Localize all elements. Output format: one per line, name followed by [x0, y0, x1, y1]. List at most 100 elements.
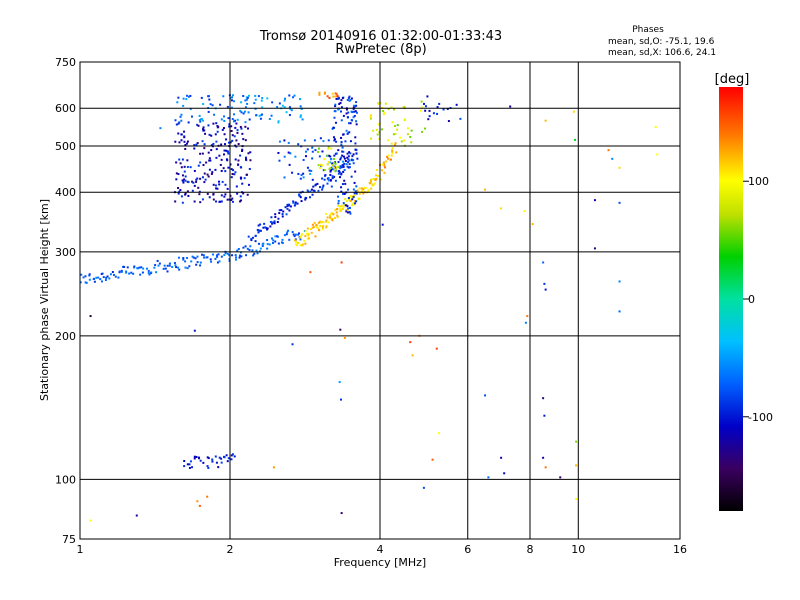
cluster-point — [369, 115, 372, 118]
cluster-point — [321, 150, 324, 153]
trace-point — [329, 216, 332, 219]
trace-point — [351, 203, 354, 206]
trace-point — [82, 276, 85, 279]
trace-point — [311, 223, 314, 226]
trace-point — [168, 262, 171, 265]
cluster-point — [334, 103, 337, 106]
cluster-point — [245, 98, 248, 101]
cluster-point — [242, 112, 245, 115]
cluster-point — [197, 186, 200, 189]
trace-point — [125, 271, 128, 274]
cluster-point — [347, 207, 350, 210]
cluster-point — [234, 126, 237, 129]
scatter-point — [531, 223, 534, 226]
trace-point — [281, 213, 284, 216]
trace-point — [337, 204, 340, 207]
trace-point — [288, 209, 291, 212]
trace-point — [277, 242, 280, 245]
trace-point — [374, 182, 377, 185]
cluster-point — [328, 166, 331, 169]
cluster-point — [341, 183, 344, 186]
trace-point — [249, 245, 252, 248]
cluster-point — [284, 97, 287, 100]
trace-point — [371, 184, 374, 187]
cluster-point — [351, 155, 354, 158]
cluster-point — [391, 121, 394, 124]
cluster-point — [337, 170, 340, 173]
cluster-point — [334, 95, 337, 98]
cluster-point — [400, 140, 403, 143]
trace-point — [309, 190, 312, 193]
trace-point — [391, 149, 394, 152]
trace-point — [331, 175, 334, 178]
cluster-point — [348, 206, 351, 209]
cluster-point — [230, 99, 233, 102]
trace-point — [147, 269, 150, 272]
cluster-point — [346, 99, 349, 102]
trace-point — [355, 152, 358, 155]
cluster-point — [257, 95, 260, 98]
cluster-point — [237, 163, 240, 166]
trace-point — [380, 178, 383, 181]
colorbar — [719, 87, 743, 511]
cluster-point — [240, 127, 243, 130]
trace-point — [158, 262, 161, 265]
trace-point — [240, 255, 243, 258]
cluster-point — [410, 141, 413, 144]
trace-point — [370, 187, 373, 190]
cluster-point — [287, 141, 290, 144]
cluster-point — [340, 119, 343, 122]
cluster-point — [201, 140, 204, 143]
plot-frame — [79, 61, 681, 540]
cluster-point — [301, 118, 304, 121]
cluster-point — [230, 106, 233, 109]
cluster-point — [196, 142, 199, 145]
trace-point — [364, 186, 367, 189]
cluster-point — [288, 163, 291, 166]
trace-point — [140, 266, 143, 269]
scatter-point — [381, 223, 384, 226]
trace-point — [150, 271, 153, 274]
cluster-point — [192, 181, 195, 184]
x-tick-label: 10 — [571, 543, 585, 556]
scatter-point — [487, 476, 490, 479]
cluster-point — [243, 110, 246, 113]
cluster-point — [221, 180, 224, 183]
scatter-point — [509, 105, 512, 108]
cluster-point — [321, 164, 324, 167]
cluster-point — [215, 148, 218, 151]
trace-point — [184, 260, 187, 263]
cluster-point — [198, 193, 201, 196]
cluster-point — [355, 149, 358, 152]
cluster-point — [206, 192, 209, 195]
cluster-point — [327, 147, 330, 150]
trace-point — [218, 456, 221, 459]
cluster-point — [236, 118, 239, 121]
trace-point — [345, 200, 348, 203]
cluster-point — [222, 167, 225, 170]
trace-point — [348, 163, 351, 166]
trace-point — [254, 234, 257, 237]
cluster-point — [333, 138, 336, 141]
cluster-point — [214, 184, 217, 187]
cluster-point — [318, 147, 321, 150]
cluster-point — [183, 136, 186, 139]
cluster-point — [233, 173, 236, 176]
cluster-point — [260, 99, 263, 102]
trace-point — [306, 237, 309, 240]
cluster-point — [182, 181, 185, 184]
trace-point — [357, 198, 360, 201]
cluster-point — [174, 119, 177, 122]
trace-point — [199, 459, 202, 462]
trace-point — [321, 226, 324, 229]
cluster-point — [399, 136, 402, 139]
cluster-point — [216, 187, 219, 190]
trace-point — [295, 243, 298, 246]
trace-point — [145, 267, 148, 270]
trace-point — [259, 229, 262, 232]
cluster-point — [424, 105, 427, 108]
cluster-point — [233, 135, 236, 138]
trace-point — [322, 184, 325, 187]
cluster-point — [249, 159, 252, 162]
cluster-point — [204, 132, 207, 135]
